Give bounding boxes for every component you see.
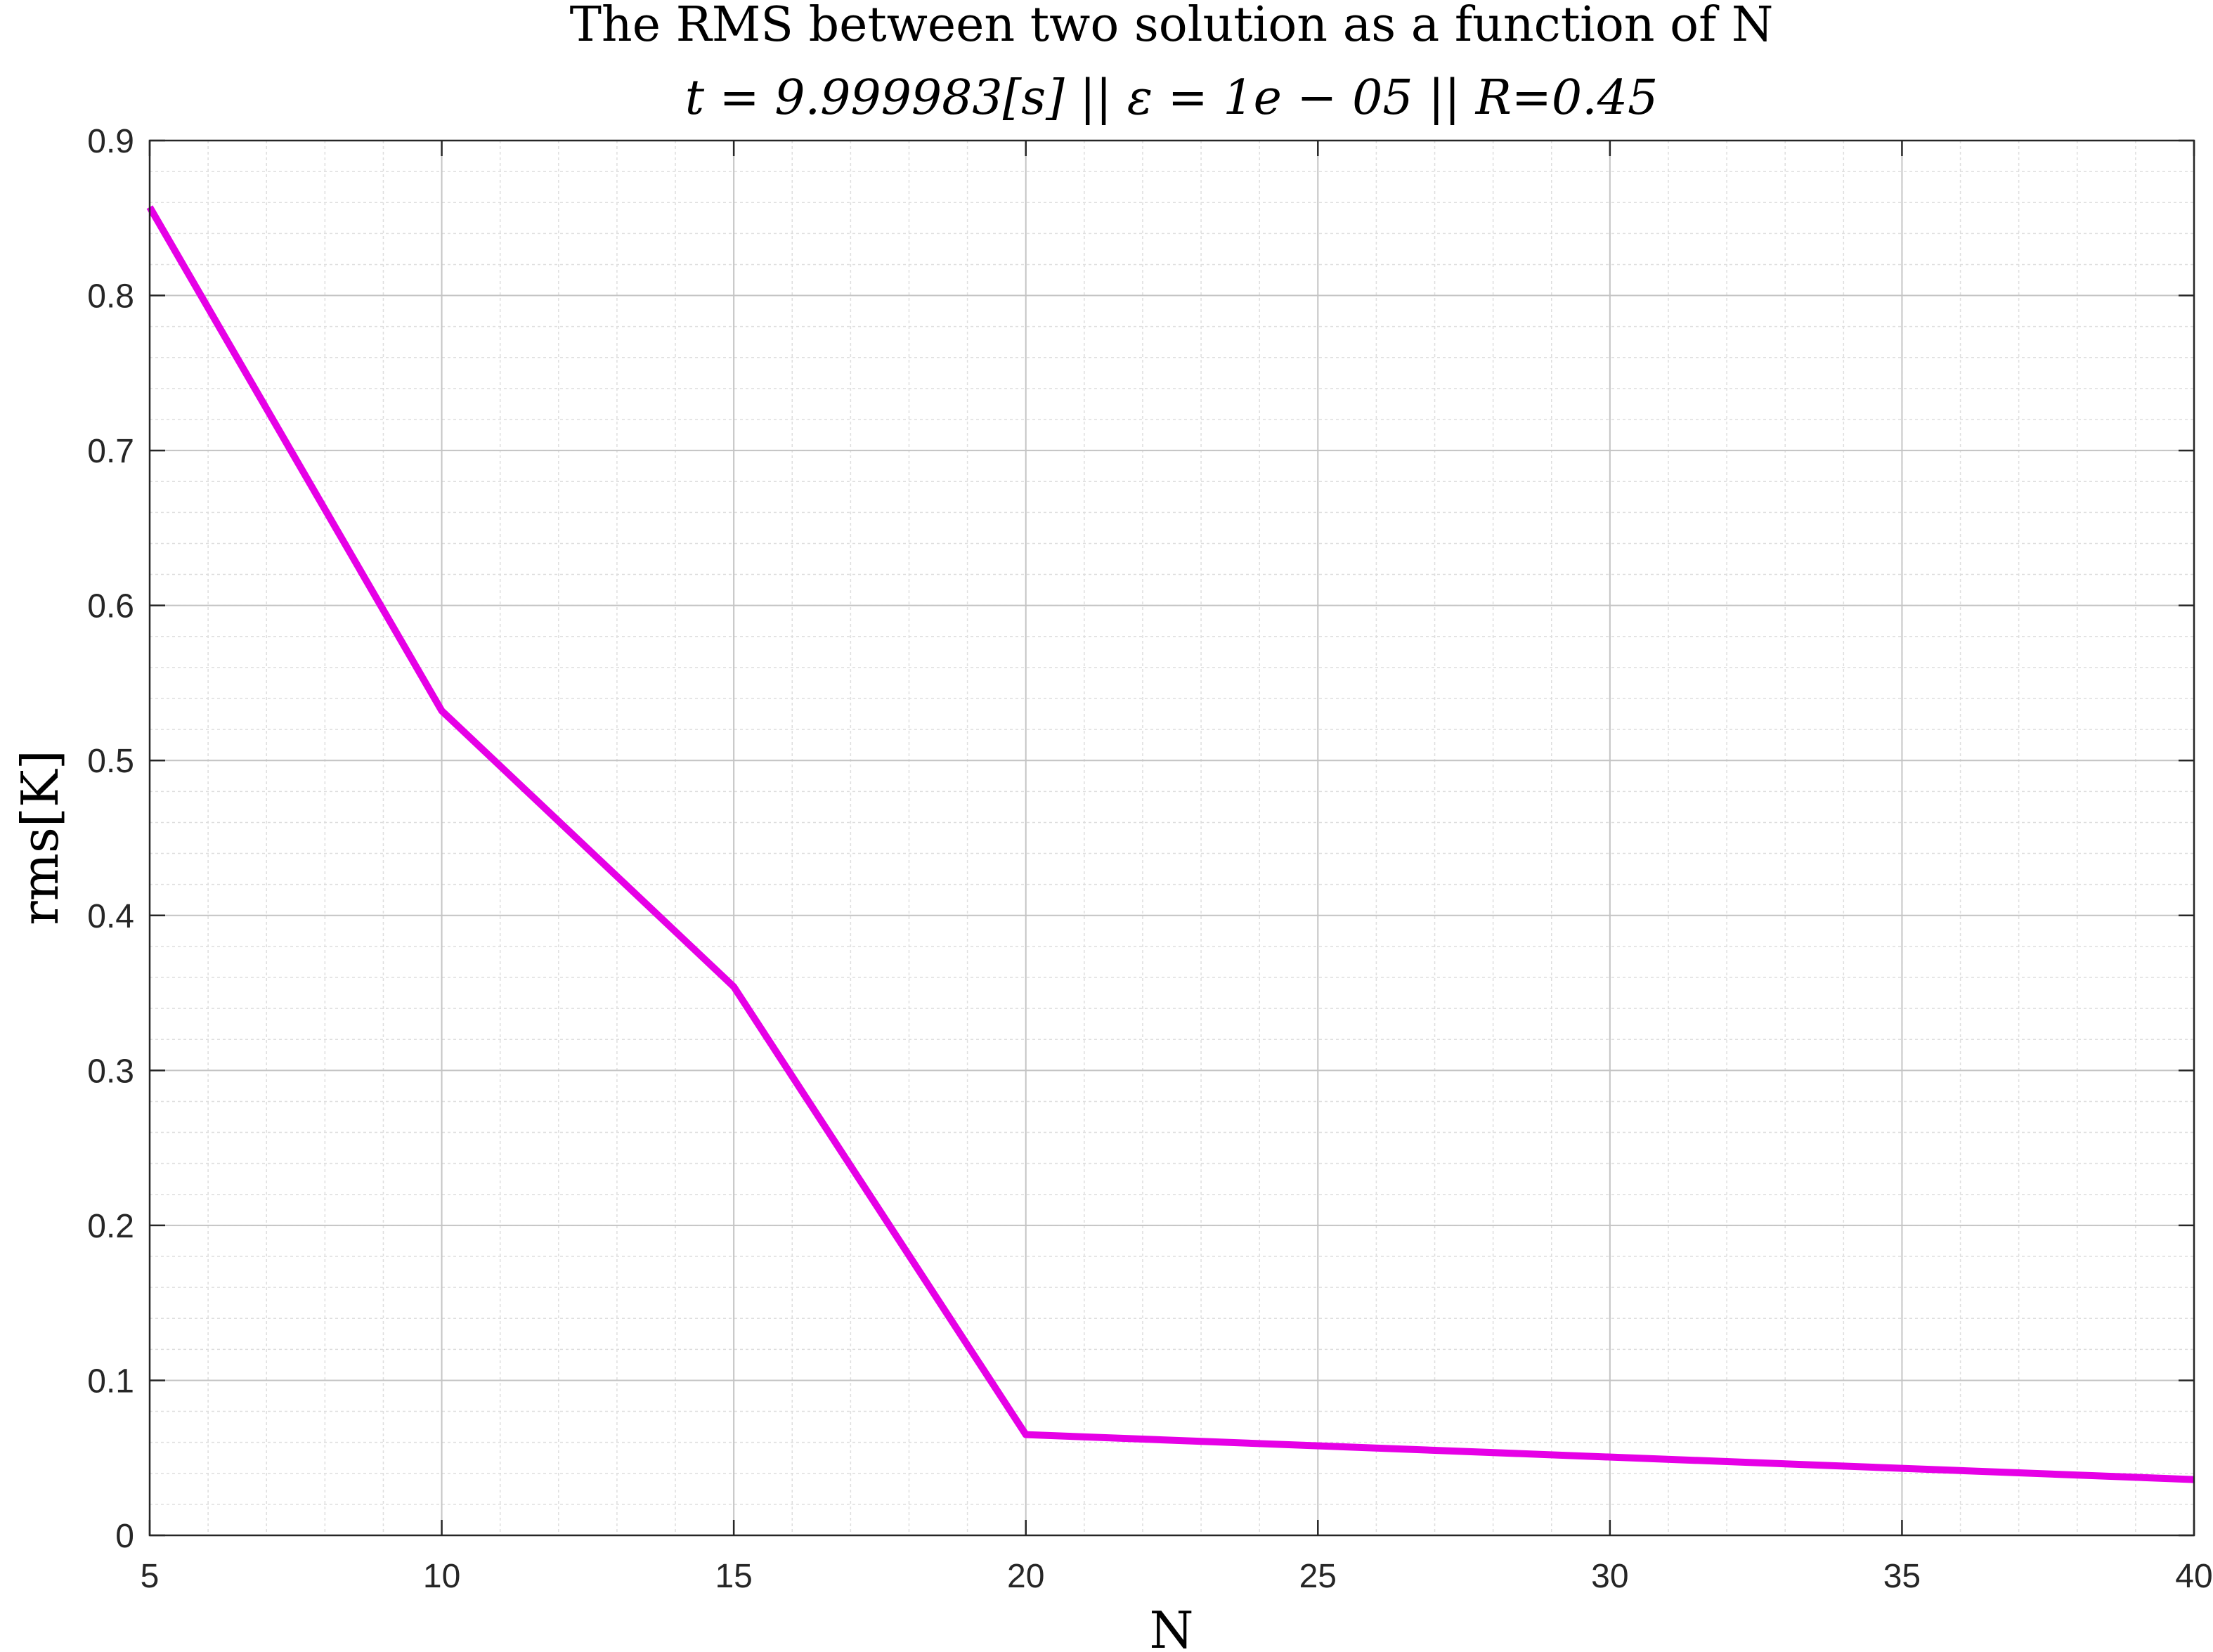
x-tick-label: 10: [423, 1558, 460, 1595]
series-line: [146, 205, 2195, 1483]
y-tick-label: 0.9: [87, 123, 134, 160]
x-tick-label: 20: [1007, 1558, 1044, 1595]
x-tick-label: 35: [1883, 1558, 1921, 1595]
y-tick-label: 0: [115, 1518, 134, 1555]
series-layer: [146, 205, 2195, 1483]
x-tick-label: 40: [2175, 1558, 2212, 1595]
chart-title: The RMS between two solution as a functi…: [570, 0, 1774, 53]
x-tick-label: 5: [141, 1558, 160, 1595]
y-tick-label: 0.4: [87, 898, 134, 935]
x-tick-labels: 5 10 15 20 25 30 35 40: [141, 1558, 2213, 1595]
x-tick-label: 25: [1299, 1558, 1337, 1595]
y-tick-label: 0.7: [87, 433, 134, 470]
y-tick-label: 0.3: [87, 1053, 134, 1090]
y-tick-label: 0.1: [87, 1362, 134, 1400]
y-tick-label: 0.5: [87, 743, 134, 780]
y-tick-labels: 0 0.1 0.2 0.3 0.4 0.5 0.6 0.7 0.8 0.9: [87, 123, 134, 1555]
y-tick-label: 0.6: [87, 588, 134, 625]
x-tick-label: 30: [1591, 1558, 1628, 1595]
x-axis-label: N: [1150, 1601, 1194, 1652]
tick-marks: [148, 139, 2195, 1537]
chart-subtitle: t = 9.999983[s] || ε = 1e − 05 || R=0.45: [685, 70, 1659, 126]
y-tick-label: 0.8: [87, 278, 134, 316]
x-tick-label: 15: [715, 1558, 752, 1595]
axes-box: [148, 139, 2195, 1537]
y-tick-label: 0.2: [87, 1208, 134, 1245]
axes-background: [150, 141, 2194, 1535]
y-axis-label: rms[K]: [11, 750, 70, 925]
